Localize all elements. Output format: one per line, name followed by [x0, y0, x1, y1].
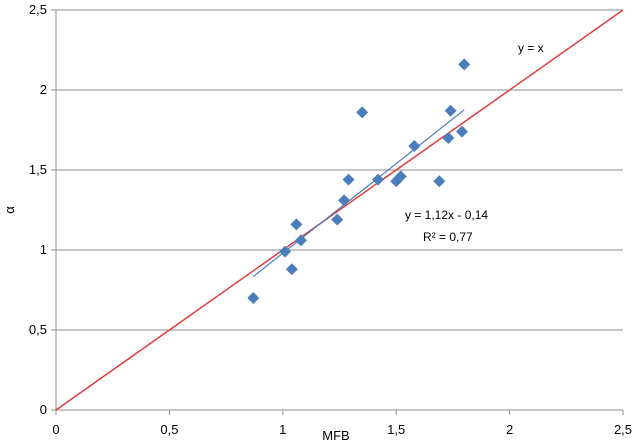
identity-line	[55, 9, 624, 411]
y-tick-label: 1	[40, 242, 47, 257]
y-axis-label: α	[2, 206, 17, 214]
y-tick-label: 2	[40, 82, 47, 97]
data-point	[342, 173, 355, 186]
identity-line-label: y = x	[518, 41, 544, 55]
y-tick-label: 1,5	[29, 162, 47, 177]
data-point	[372, 173, 385, 186]
trend-line	[252, 109, 465, 277]
data-points	[247, 58, 471, 304]
y-tick-labels: 0 0,5 1 1,5 2 2,5	[29, 2, 47, 417]
data-point	[290, 218, 303, 231]
data-point	[279, 245, 292, 258]
data-point	[247, 292, 260, 304]
data-point	[294, 234, 307, 247]
x-axis-label: MFB	[322, 428, 349, 443]
data-point	[331, 213, 344, 226]
data-point	[408, 140, 421, 152]
data-point	[455, 125, 468, 138]
y-tick-label: 0	[40, 402, 47, 417]
data-point	[444, 104, 457, 117]
data-point	[442, 132, 455, 144]
r-squared: R² = 0,77	[423, 230, 473, 244]
x-tick-label: 1	[279, 422, 286, 437]
data-point	[458, 58, 471, 71]
lines	[55, 9, 624, 411]
y-tick-label: 2,5	[29, 2, 47, 17]
x-tick-label: 0	[52, 422, 59, 437]
data-point	[356, 106, 369, 119]
x-tick-label: 2	[506, 422, 513, 437]
x-tick-label: 2,5	[614, 422, 632, 437]
x-tick-label: 1,5	[387, 422, 405, 437]
gridlines	[56, 9, 623, 331]
data-point	[394, 170, 407, 183]
x-tick-label: 0,5	[160, 422, 178, 437]
data-point	[338, 194, 351, 207]
data-point	[285, 263, 298, 276]
data-point	[433, 175, 446, 188]
trend-equation: y = 1,12x - 0,14	[405, 208, 488, 222]
x-tick-labels: 0 0,5 1 1,5 2 2,5	[52, 422, 632, 437]
axes	[51, 9, 624, 415]
y-tick-label: 0,5	[29, 322, 47, 337]
